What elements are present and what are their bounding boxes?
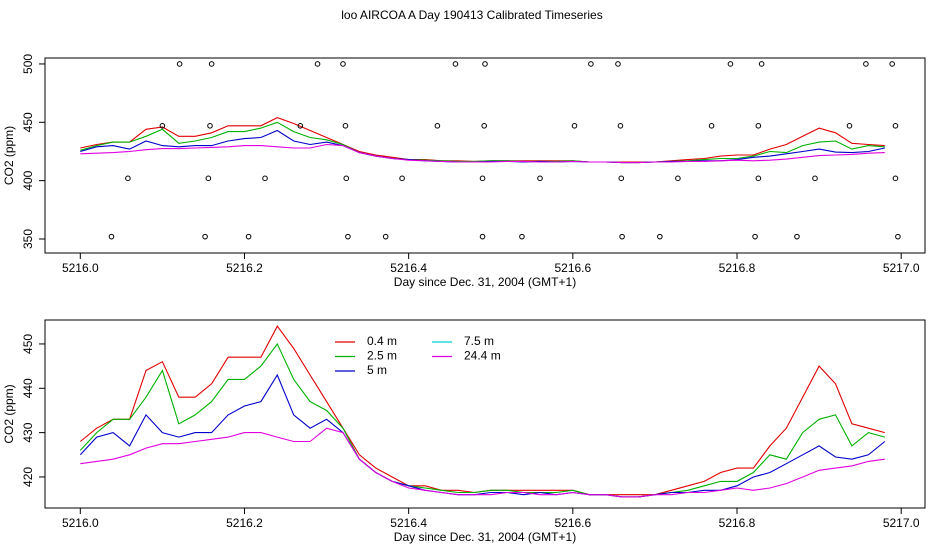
marker	[618, 175, 625, 182]
legend-label: 5 m	[367, 363, 387, 377]
x-axis-label: Day since Dec. 31, 2004 (GMT+1)	[394, 530, 576, 544]
marker	[617, 123, 624, 129]
x-tick-label: 5216.2	[226, 516, 263, 530]
x-tick-label: 5216.6	[554, 516, 591, 530]
marker	[892, 123, 899, 129]
marker	[345, 233, 351, 240]
marker	[176, 61, 183, 67]
marker	[892, 175, 899, 182]
marker	[863, 61, 869, 67]
marker	[657, 233, 663, 240]
marker	[314, 61, 321, 67]
y-tick-label: 420	[21, 467, 35, 487]
marker	[202, 233, 208, 240]
chart-title: loo AIRCOA A Day 190413 Calibrated Times…	[341, 8, 602, 22]
marker	[207, 123, 213, 129]
x-tick-label: 5217.0	[883, 516, 920, 530]
marker	[895, 233, 901, 240]
legend-label: 24.4 m	[464, 349, 501, 363]
marker	[727, 61, 734, 67]
series-line	[80, 143, 885, 164]
marker	[537, 175, 543, 182]
marker	[755, 175, 762, 182]
legend-label: 2.5 m	[367, 349, 397, 363]
y-tick-label: 450	[21, 334, 35, 354]
marker	[812, 175, 818, 182]
marker	[755, 123, 762, 129]
marker	[399, 175, 405, 182]
marker	[619, 233, 625, 240]
marker	[434, 123, 441, 129]
marker	[262, 175, 268, 182]
x-tick-label: 5216.6	[554, 261, 591, 275]
x-axis-label: Day since Dec. 31, 2004 (GMT+1)	[394, 275, 576, 289]
marker	[758, 61, 765, 67]
marker	[588, 61, 594, 67]
marker	[794, 233, 800, 240]
marker	[519, 233, 525, 240]
x-tick-label: 5216.8	[719, 261, 756, 275]
x-tick-label: 5216.4	[390, 261, 427, 275]
y-tick-label: 440	[21, 378, 35, 398]
y-tick-label: 350	[21, 229, 35, 249]
marker	[675, 175, 681, 182]
x-tick-label: 5216.0	[62, 261, 99, 275]
legend-label: 0.4 m	[367, 334, 397, 348]
legend-label: 7.5 m	[464, 334, 494, 348]
series-line	[80, 427, 885, 498]
marker	[340, 61, 346, 67]
marker	[343, 175, 350, 182]
series-line	[80, 121, 885, 164]
y-axis-label: CO2 (ppm)	[2, 384, 16, 443]
plot-frame	[44, 319, 926, 509]
marker	[479, 233, 486, 240]
marker	[208, 61, 215, 67]
marker	[297, 123, 304, 129]
marker	[205, 175, 212, 182]
x-tick-label: 5216.2	[226, 261, 263, 275]
marker	[615, 61, 621, 67]
marker	[846, 123, 853, 129]
y-tick-label: 400	[21, 170, 35, 190]
x-tick-label: 5216.8	[719, 516, 756, 530]
marker	[159, 123, 166, 129]
y-axis-label: CO2 (ppm)	[2, 126, 16, 185]
marker	[752, 233, 758, 240]
marker	[382, 233, 389, 240]
x-tick-label: 5217.0	[883, 261, 920, 275]
series-line	[79, 342, 885, 498]
marker	[479, 175, 486, 182]
plot-frame	[44, 57, 926, 254]
x-tick-label: 5216.0	[62, 516, 99, 530]
series-line	[79, 373, 886, 498]
marker	[481, 123, 487, 129]
y-tick-label: 450	[21, 112, 35, 132]
marker	[125, 175, 131, 182]
marker	[889, 61, 895, 67]
marker	[452, 61, 459, 67]
y-tick-label: 500	[21, 54, 35, 74]
marker	[482, 61, 488, 67]
y-tick-label: 430	[21, 422, 35, 442]
marker	[571, 123, 578, 129]
marker	[708, 123, 715, 129]
marker	[245, 233, 252, 240]
marker	[108, 233, 115, 240]
x-tick-label: 5216.4	[390, 516, 427, 530]
marker	[342, 123, 349, 129]
